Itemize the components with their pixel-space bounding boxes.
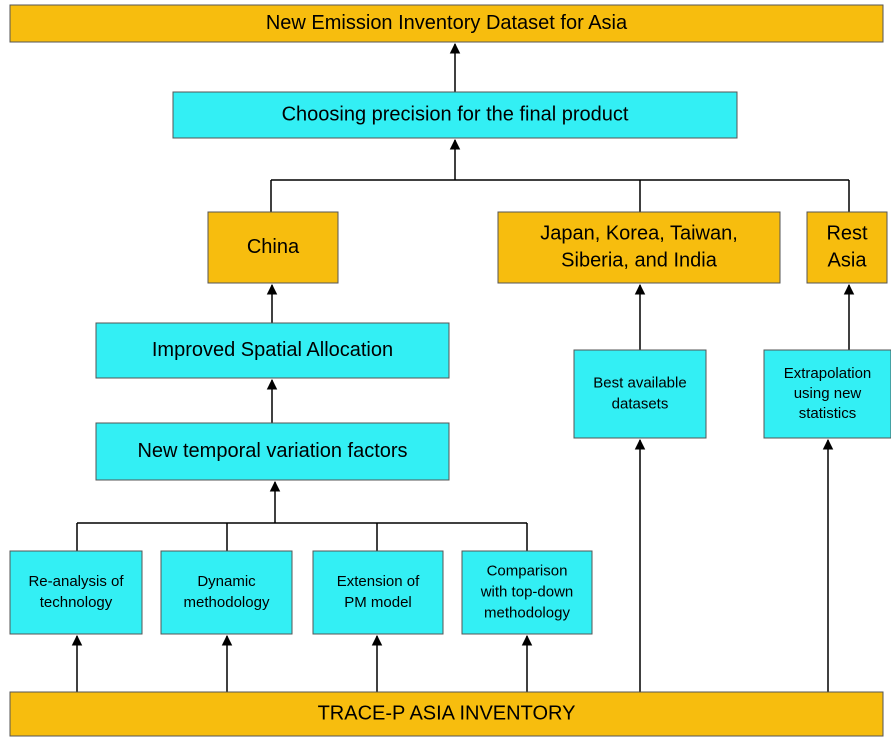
node-box — [160, 550, 293, 635]
node: Improved Spatial Allocation — [95, 322, 450, 379]
node: China — [207, 211, 339, 284]
node-label: Extrapolation — [784, 365, 872, 382]
node-label: Dynamic — [197, 573, 256, 590]
node-label: technology — [40, 594, 113, 611]
node-label: datasets — [612, 395, 669, 412]
node-label: New Emission Inventory Dataset for Asia — [266, 12, 628, 34]
node-label: TRACE-P ASIA INVENTORY — [318, 702, 576, 724]
node: Dynamic methodology — [160, 550, 293, 635]
node-box — [9, 4, 884, 43]
node-label: Choosing precision for the final product — [282, 103, 629, 125]
node: TRACE-P ASIA INVENTORY — [9, 691, 884, 737]
node-label: with top-down — [480, 583, 574, 600]
node-label: Comparison — [487, 562, 568, 579]
node-label: methodology — [484, 604, 570, 621]
node-box — [207, 211, 339, 284]
node-label: Siberia, and India — [561, 249, 718, 271]
node-box — [9, 550, 143, 635]
node-label: methodology — [184, 594, 270, 611]
node-label: New temporal variation factors — [137, 440, 407, 462]
node-label: Asia — [828, 249, 868, 271]
node-label: Rest — [826, 222, 868, 244]
node: Comparison with top-down methodology — [461, 550, 593, 635]
node-label: Re-analysis of — [28, 573, 124, 590]
node: New temporal variation factors — [95, 422, 450, 481]
node: Extrapolation using new statistics — [763, 349, 891, 439]
node-box — [461, 550, 593, 635]
node-box — [497, 211, 781, 284]
node-label: Extension of — [337, 573, 420, 590]
node: Choosing precision for the final product — [172, 91, 738, 139]
node-box — [312, 550, 444, 635]
node-label: China — [247, 236, 300, 258]
node-box — [763, 349, 891, 439]
node-label: PM model — [344, 594, 412, 611]
node: New Emission Inventory Dataset for Asia — [9, 4, 884, 43]
node: Best available datasets — [573, 349, 707, 439]
node-label: statistics — [799, 405, 857, 422]
node-label: using new — [794, 385, 862, 402]
node-box — [573, 349, 707, 439]
node: Japan, Korea, Taiwan, Siberia, and India — [497, 211, 781, 284]
node-label: Improved Spatial Allocation — [152, 339, 393, 361]
node-label: Japan, Korea, Taiwan, — [540, 222, 738, 244]
node: Rest Asia — [806, 211, 888, 284]
node-box — [806, 211, 888, 284]
node-box — [9, 691, 884, 737]
node-box — [95, 422, 450, 481]
node-box — [172, 91, 738, 139]
node: Re-analysis of technology — [9, 550, 143, 635]
connectors — [71, 42, 855, 692]
node: Extension of PM model — [312, 550, 444, 635]
node-label: Best available — [593, 374, 686, 391]
node-box — [95, 322, 450, 379]
